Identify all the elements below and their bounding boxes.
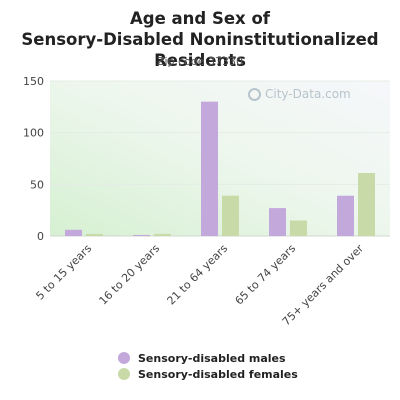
y-tick-label: 0 <box>37 230 44 243</box>
x-tick-label: 5 to 15 years <box>33 242 94 303</box>
bar-males <box>65 229 82 236</box>
bar-females <box>358 172 375 236</box>
search-icon <box>248 87 261 101</box>
legend-item-males: Sensory-disabled males <box>118 350 298 366</box>
legend-label-males: Sensory-disabled males <box>138 351 286 365</box>
x-tick-label: 16 to 20 years <box>96 242 162 308</box>
legend-label-females: Sensory-disabled females <box>138 367 298 381</box>
bar-males <box>269 208 286 236</box>
legend-swatch-females <box>118 368 130 380</box>
plot-area <box>50 81 390 236</box>
bar-males <box>337 195 354 236</box>
x-tick-label: 21 to 64 years <box>164 242 230 308</box>
bar-males <box>201 101 218 237</box>
chart-title: Age and Sex of Sensory-Disabled Noninstit… <box>21 9 379 70</box>
y-tick-label: 150 <box>23 75 44 88</box>
bar-males <box>133 234 150 236</box>
bar-females <box>86 233 103 236</box>
legend-item-females: Sensory-disabled females <box>118 366 298 382</box>
legend-swatch-males <box>118 352 130 364</box>
y-tick-label: 50 <box>30 178 44 191</box>
x-tick-label: 65 to 74 years <box>232 242 298 308</box>
bar-females <box>154 233 171 236</box>
y-tick-label: 100 <box>23 127 44 140</box>
chart-subtitle: Zip code 37330 <box>156 55 244 68</box>
legend: Sensory-disabled males Sensory-disabled … <box>118 350 298 382</box>
bar-females <box>290 220 307 236</box>
watermark: City-Data.com <box>248 87 351 101</box>
bar-females <box>222 195 239 236</box>
